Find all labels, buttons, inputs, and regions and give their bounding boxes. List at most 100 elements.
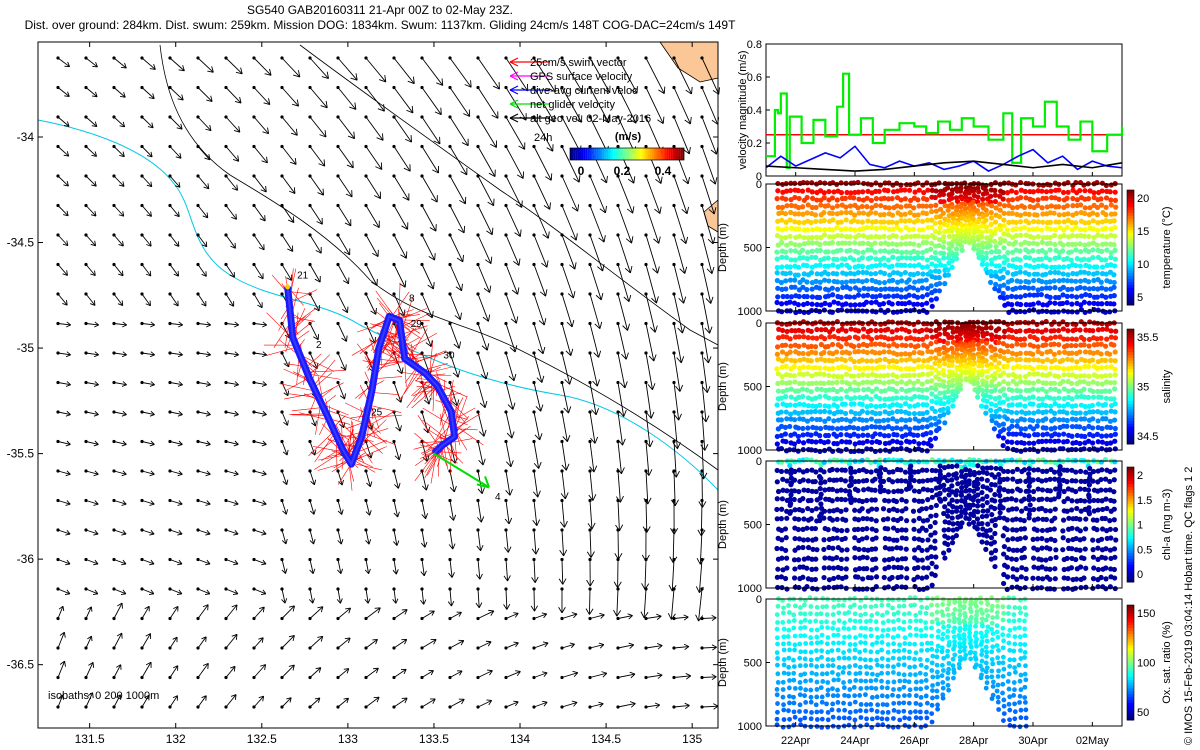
colorbar-frame [569, 147, 685, 161]
current-arrow-origin [532, 56, 536, 60]
current-arrow [505, 701, 519, 708]
section-sample-point [799, 188, 806, 194]
swim-vector [414, 432, 437, 452]
section-sample-point [1026, 433, 1032, 439]
section-sample-point [915, 250, 921, 256]
current-arrow [113, 664, 122, 678]
section-sample-point [1009, 197, 1016, 203]
section-sample-point [838, 386, 844, 392]
swim-vector [284, 392, 317, 400]
current-arrow-head [65, 440, 71, 447]
figure-title-line2: Dist. over ground: 284km. Dist. swum: 25… [24, 18, 736, 32]
section-sample-point [1111, 293, 1117, 299]
section-sample-point [1034, 271, 1041, 277]
section-sample-point [945, 340, 951, 346]
section-sample-point [826, 188, 832, 195]
section-sample-point [808, 409, 814, 415]
current-arrow [57, 323, 71, 326]
section-sample-point [898, 357, 905, 363]
current-arrow-origin [336, 557, 340, 562]
section-sample-point [809, 204, 815, 211]
section-sample-point [1004, 363, 1010, 369]
section-sample-point [872, 270, 879, 277]
current-arrow-origin [392, 587, 396, 591]
current-arrow [505, 234, 520, 266]
current-arrow-head [571, 700, 578, 707]
current-arrow [673, 57, 692, 95]
current-arrow-origin [140, 646, 144, 650]
current-arrow-head [535, 404, 544, 412]
swim-vector [373, 376, 403, 380]
current-arrow-head [513, 700, 519, 707]
current-arrow [197, 411, 211, 416]
current-arrow-head [670, 499, 679, 507]
current-arrow-head [479, 400, 488, 409]
section-sample-point [877, 357, 883, 363]
section-sample-point [1102, 225, 1109, 231]
y-tick-label: -34.5 [7, 236, 35, 250]
section-sample-point [1056, 204, 1062, 210]
current-arrow [589, 293, 601, 329]
current-arrow-head [313, 305, 320, 312]
swim-vector [361, 434, 383, 454]
current-arrow-head [703, 356, 712, 364]
current-arrow [617, 673, 636, 678]
current-arrow [85, 175, 97, 187]
current-arrow-origin [392, 675, 396, 680]
current-arrow-origin [420, 351, 424, 355]
section-sample-point [800, 328, 806, 334]
section-sample-point [1026, 285, 1032, 291]
section-sample-point [1090, 226, 1096, 232]
section-sample-point [821, 190, 827, 196]
current-arrow [477, 116, 497, 148]
section-sample-point [859, 219, 865, 225]
current-arrow [57, 632, 65, 649]
current-arrow [169, 87, 184, 101]
current-arrow-origin [616, 439, 620, 444]
current-arrow-origin [364, 56, 368, 60]
current-arrow-head [234, 321, 239, 328]
section-sample-point [821, 371, 827, 377]
section-sample-point [1094, 294, 1100, 300]
section-sample-point [839, 233, 845, 239]
colorbar-cell [587, 148, 590, 160]
section-sample-point [846, 366, 853, 372]
section-sample-point [792, 242, 798, 248]
section-sample-point [817, 294, 823, 301]
section-sample-point [1069, 233, 1076, 239]
current-arrow-origin [420, 144, 424, 149]
current-arrow-head [504, 517, 513, 525]
section-sample-point [826, 395, 832, 401]
current-arrow-head [713, 703, 719, 710]
current-arrow [701, 116, 717, 155]
current-arrow-head [477, 516, 485, 523]
current-arrow [449, 323, 460, 349]
current-arrow-origin [336, 498, 340, 503]
section-sample-point [1030, 189, 1037, 195]
current-arrow-origin [420, 115, 424, 119]
current-arrow-head [484, 256, 493, 265]
current-arrow [197, 470, 211, 475]
current-arrow [197, 559, 211, 565]
current-arrow [589, 175, 606, 214]
section-sample-point [933, 263, 939, 269]
colorbar-cell [571, 148, 574, 160]
section-sample-point [1099, 264, 1106, 270]
current-arrow [197, 695, 207, 708]
section-sample-point [889, 219, 895, 225]
section-sample-point [885, 257, 891, 263]
current-arrow-head [205, 381, 211, 387]
section-sample-point [1060, 357, 1066, 363]
section-sample-point [949, 228, 955, 234]
current-arrow [449, 57, 472, 88]
current-arrow-origin [672, 351, 676, 355]
section-sample-point [1017, 364, 1023, 370]
section-sample-point [859, 263, 866, 270]
current-arrow-head [233, 440, 239, 447]
section-sample-point [997, 240, 1003, 246]
section-sample-point [1017, 373, 1023, 380]
current-arrow-origin [616, 587, 620, 591]
current-arrow [141, 695, 150, 708]
velocity-ylabel: velocity magnitude (m/s) [737, 50, 749, 169]
current-arrow [113, 411, 127, 416]
